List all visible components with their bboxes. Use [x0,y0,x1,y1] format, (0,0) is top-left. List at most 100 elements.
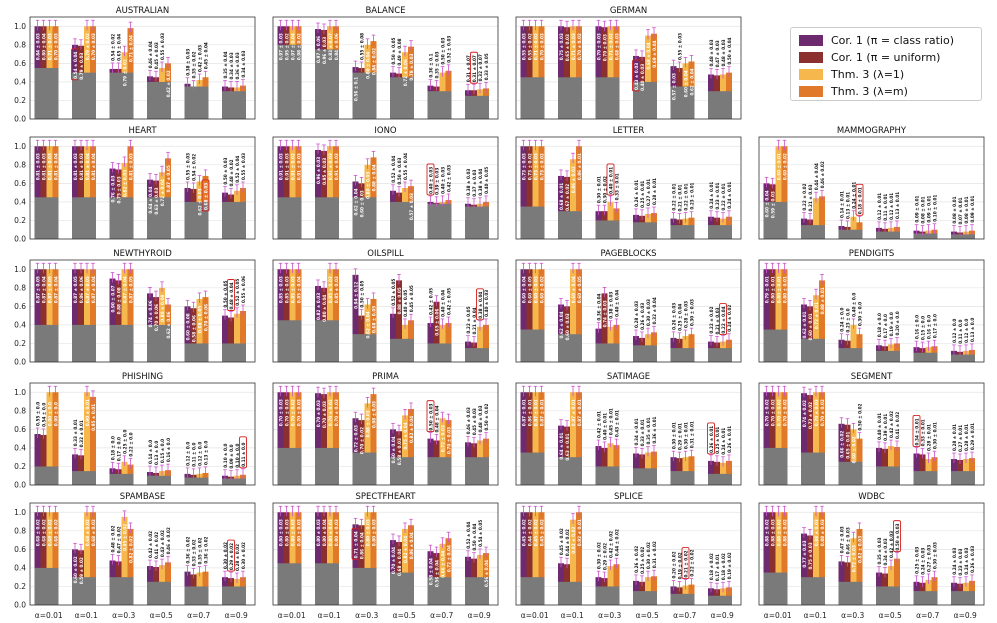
highlight-box [681,547,690,579]
bar-gray-2-2 [121,324,128,362]
bar-gray-5-0 [951,471,957,485]
bar-value-label: 0.85 ± 0.04 [297,276,302,303]
bar-gray-1-3 [819,225,825,239]
bar-newthyroid-0-1 [40,269,47,362]
bar-gray-5-2 [720,595,726,605]
bar-gray-3-0 [633,345,639,362]
bar-gray-3-0 [390,201,396,239]
bar-wdbc-1-0 [801,533,807,605]
bar-segment-3-0 [876,447,882,485]
bar-gray-2-1 [115,324,122,362]
bar-value-label: 0.71 ± 0.02 [609,33,614,60]
bar-segment-0-2 [775,392,782,485]
bar-gray-3-3 [408,77,414,119]
panel-title: PHISHING [122,372,163,382]
bar-value-label: 0.83 ± 0.07 [328,33,333,60]
bar-oilspill-2-3 [370,298,377,362]
bar-gray-1-2 [813,225,819,239]
bar-value-label: 0.46 ± 0.04 [148,41,153,68]
bar-gray-0-2 [289,320,296,362]
bar-value-label: 0.59 ± 0.02 [79,557,84,584]
bar-heart-0-2 [46,146,53,239]
bar-value-label: 0.81 ± 0.04 [85,153,90,180]
bar-value-label: 0.46 ± 0.03 [846,527,851,554]
bar-value-label: 0.33 ± 0.05 [484,53,489,80]
bar-value-label: 0.98 ± 0.03 [372,401,377,428]
bar-value-label: 0.76 ± 0.03 [111,175,116,202]
bar-spambase-1-3 [90,512,96,605]
bar-value-label: 0.81 ± 0.03 [79,153,84,180]
bar-satimage-1-0 [558,425,564,485]
legend-swatch [799,51,823,63]
x-tick-label: α=0.7 [916,611,939,620]
bar-gray-1-0 [801,452,807,485]
bar-value-label: 0.25 ± 0.0 [123,430,128,454]
bar-value-label: 0.54 ± 0.04 [73,52,78,79]
bar-gray-4-2 [196,343,203,362]
bar-gray-3-3 [894,350,900,362]
bar-value-label: 0.23 ± 0.01 [690,182,695,209]
bar-newthyroid-0-2 [46,269,53,362]
y-tick-label: 0.8 [14,283,26,292]
bar-gray-2-3 [613,343,620,362]
x-tick-label: α=0.1 [75,611,98,620]
bar-value-label: 0.42 ± 0.02 [889,411,894,438]
bar-gray-4-0 [184,586,191,605]
highlight-box [893,520,901,553]
bar-gray-5-3 [240,586,246,605]
bar-value-label: 0.17 ± 0.01 [715,554,720,581]
bar-value-label: 0.55 ± 0.03 [241,153,246,180]
bar-value-label: 0.25 ± 0.02 [640,547,645,574]
bar-value-label: 0.75 ± 0.04 [403,422,408,449]
bar-prima-0-0 [277,392,284,485]
bar-value-label: 0.62 ± 0.04 [690,68,695,95]
bar-value-label: 0.71 ± 0.03 [48,33,53,60]
bar-gray-3-3 [165,197,171,239]
bar-gray-2-0 [352,72,359,119]
bar-gray-2-0 [352,197,359,239]
bar-satimage-5-1 [714,461,720,485]
bar-gray-5-2 [477,95,483,119]
bar-gray-3-2 [402,572,408,605]
bar-segment-1-0 [801,393,807,485]
bar-value-label: 0.24 ± 0.0 [840,307,845,331]
bar-gray-2-2 [121,72,128,119]
bar-gray-4-3 [688,225,695,239]
bar-value-label: 0.90 ± 0.0 [54,402,59,426]
bar-value-label: 0.13 ± 0.0 [154,441,159,465]
bar-value-label: 0.10 ± 0.01 [933,195,938,222]
bar-value-label: 0.43 ± 0.02 [160,530,165,557]
y-tick-label: 0.2 [14,462,26,471]
bar-gray-2-1 [358,72,365,119]
bar-gray-1-0 [72,72,78,119]
bar-value-label: 0.59 ± 0.03 [771,191,776,218]
bar-gray-3-2 [645,591,651,605]
bar-gray-3-2 [645,81,651,119]
bar-value-label: 0.07 ± 0.01 [958,197,963,224]
x-tick-label: α=0.5 [150,611,173,620]
bar-value-label: 0.80 ± 0.03 [291,519,296,546]
bar-value-label: 0.87 ± 0.04 [42,276,47,303]
bar-value-label: 0.70 ± 0.03 [54,33,59,60]
bar-gray-4-1 [190,477,197,485]
bar-value-label: 0.87 ± 0.01 [577,399,582,426]
bar-pageblocks-0-3 [538,269,545,362]
bar-gray-3-3 [894,231,900,239]
bar-value-label: 0.33 ± 0.01 [921,419,926,446]
bar-phishing-0-3 [52,392,59,485]
bar-gray-5-2 [720,473,726,485]
bar-value-label: 0.86 ± 0.06 [79,276,84,303]
bar-gray-0-3 [295,320,302,362]
bar-value-label: 0.27 ± 0.01 [958,425,963,452]
bar-value-label: 0.33 ± 0.01 [73,419,78,446]
bar-oilspill-4-1 [433,301,440,362]
bar-value-label: 0.80 ± 0.03 [366,172,371,199]
bar-value-label: 0.43 ± 0.01 [615,410,620,437]
x-tick-label: α=0.01 [35,611,63,620]
bar-gray-4-3 [445,577,452,605]
bar-gray-4-2 [196,586,203,605]
bar-gray-0-2 [289,44,296,120]
bar-gray-0-1 [526,329,533,362]
